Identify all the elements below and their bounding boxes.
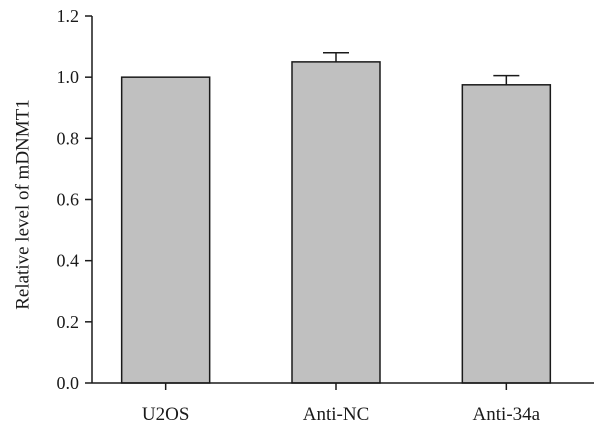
y-tick-label: 1.0 bbox=[57, 67, 80, 87]
x-ticks-group: U2OS Anti-NC Anti-34a bbox=[142, 383, 541, 425]
bar-u2os bbox=[120, 76, 211, 384]
error-bars-group bbox=[323, 51, 520, 85]
y-tick-label: 0.2 bbox=[57, 312, 80, 332]
x-category-label: Anti-34a bbox=[473, 404, 541, 425]
y-tick-label: 0.8 bbox=[57, 128, 80, 148]
y-tick-label: 0.6 bbox=[57, 190, 80, 210]
y-axis-title: Relative level of mDNMT1 bbox=[13, 99, 34, 310]
x-category-label: Anti-NC bbox=[303, 404, 370, 425]
x-category-label: U2OS bbox=[142, 404, 190, 425]
y-ticks-group: 0.0 0.2 0.4 0.6 0.8 1.0 1.2 bbox=[57, 6, 92, 393]
y-tick-label: 0.4 bbox=[57, 251, 80, 271]
y-tick-label: 1.2 bbox=[57, 6, 80, 26]
bar-anti-34a bbox=[461, 84, 552, 384]
bars-group bbox=[120, 61, 552, 384]
bar-anti-nc bbox=[291, 61, 381, 384]
y-tick-label: 0.0 bbox=[57, 373, 80, 393]
